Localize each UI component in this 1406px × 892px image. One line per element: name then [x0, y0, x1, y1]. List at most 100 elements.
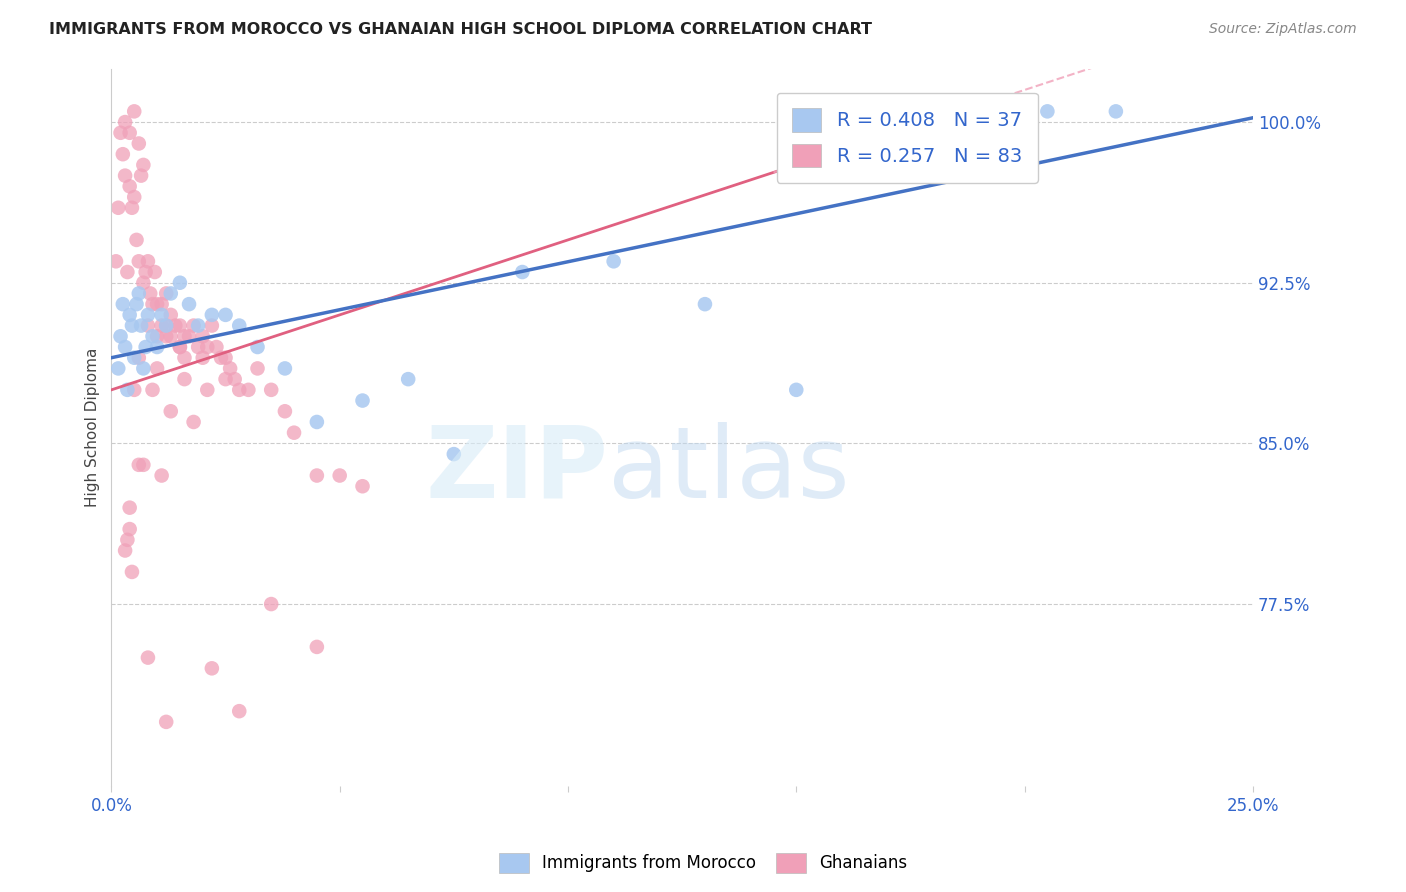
Point [110, 126, 132, 140]
Point [155, 714, 177, 729]
Text: ZIP: ZIP [425, 422, 607, 519]
Point [117, 265, 139, 279]
Point [118, 500, 141, 515]
Point [159, 286, 181, 301]
Point [155, 286, 177, 301]
Point [150, 297, 173, 311]
Point [224, 372, 246, 386]
Point [214, 351, 236, 365]
Point [139, 286, 162, 301]
Point [129, 169, 152, 183]
Point [132, 158, 155, 172]
Text: Source: ZipAtlas.com: Source: ZipAtlas.com [1209, 22, 1357, 37]
Point [785, 383, 807, 397]
Point [141, 383, 163, 397]
Point [141, 329, 163, 343]
Point [195, 340, 218, 354]
Point [201, 318, 224, 333]
Point [114, 169, 136, 183]
Point [146, 340, 169, 354]
Point [602, 254, 624, 268]
Point [110, 329, 132, 343]
Point [132, 276, 155, 290]
Point [122, 351, 145, 365]
Point [228, 704, 250, 718]
Point [107, 201, 129, 215]
Point [111, 297, 134, 311]
Point [1105, 104, 1128, 119]
Point [146, 329, 169, 343]
Point [125, 233, 148, 247]
Point [183, 415, 205, 429]
Point [177, 297, 200, 311]
Point [132, 361, 155, 376]
Point [352, 393, 374, 408]
Point [205, 340, 228, 354]
Point [191, 351, 214, 365]
Point [510, 265, 533, 279]
Point [150, 468, 173, 483]
Point [107, 361, 129, 376]
Point [238, 383, 260, 397]
Point [118, 126, 141, 140]
Point [128, 136, 150, 151]
Point [125, 297, 148, 311]
Point [201, 661, 224, 675]
Point [693, 297, 716, 311]
Point [143, 265, 166, 279]
Point [121, 318, 143, 333]
Point [150, 318, 173, 333]
Point [260, 597, 283, 611]
Point [260, 383, 283, 397]
Point [155, 318, 177, 333]
Point [122, 190, 145, 204]
Point [214, 372, 236, 386]
Point [177, 329, 200, 343]
Point [146, 297, 169, 311]
Point [114, 340, 136, 354]
Point [104, 254, 127, 268]
Point [219, 361, 242, 376]
Text: atlas: atlas [607, 422, 849, 519]
Point [118, 522, 141, 536]
Point [283, 425, 305, 440]
Legend: R = 0.408   N = 37, R = 0.257   N = 83: R = 0.408 N = 37, R = 0.257 N = 83 [776, 93, 1038, 183]
Point [246, 361, 269, 376]
Point [274, 404, 297, 418]
Point [118, 179, 141, 194]
Point [169, 340, 191, 354]
Point [169, 318, 191, 333]
Point [443, 447, 465, 461]
Point [136, 318, 159, 333]
Point [305, 468, 328, 483]
Point [121, 565, 143, 579]
Point [155, 329, 177, 343]
Point [195, 383, 218, 397]
Point [159, 329, 181, 343]
Text: IMMIGRANTS FROM MOROCCO VS GHANAIAN HIGH SCHOOL DIPLOMA CORRELATION CHART: IMMIGRANTS FROM MOROCCO VS GHANAIAN HIGH… [49, 22, 872, 37]
Point [118, 308, 141, 322]
Point [1036, 104, 1059, 119]
Y-axis label: High School Diploma: High School Diploma [86, 348, 100, 507]
Point [135, 340, 157, 354]
Point [305, 640, 328, 654]
Legend: Immigrants from Morocco, Ghanaians: Immigrants from Morocco, Ghanaians [492, 847, 914, 880]
Point [187, 318, 209, 333]
Point [173, 329, 195, 343]
Point [128, 286, 150, 301]
Point [165, 318, 187, 333]
Point [114, 543, 136, 558]
Point [187, 340, 209, 354]
Point [183, 318, 205, 333]
Point [128, 254, 150, 268]
Point [191, 329, 214, 343]
Point [136, 254, 159, 268]
Point [169, 276, 191, 290]
Point [135, 265, 157, 279]
Point [141, 297, 163, 311]
Point [159, 308, 181, 322]
Point [228, 318, 250, 333]
Point [128, 458, 150, 472]
Point [209, 351, 232, 365]
Point [173, 372, 195, 386]
